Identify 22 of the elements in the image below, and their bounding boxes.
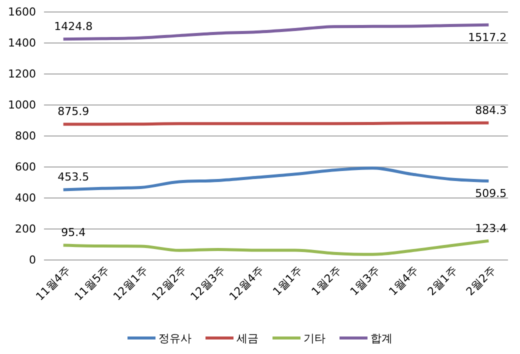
y-tick-label: 400 — [15, 192, 36, 205]
y-tick-label: 1600 — [8, 6, 36, 19]
y-tick-label: 200 — [15, 222, 36, 236]
data-label: 1424.8 — [54, 20, 93, 34]
data-label: 875.9 — [58, 105, 90, 118]
data-label: 453.5 — [58, 170, 90, 184]
legend-label: 기타 — [304, 332, 326, 345]
y-tick-label: 600 — [15, 160, 36, 174]
data-label: 884.3 — [475, 104, 507, 117]
legend-label: 합계 — [370, 332, 392, 345]
legend-label: 세금 — [236, 332, 258, 345]
data-label: 1517.2 — [468, 30, 507, 44]
data-label: 95.4 — [61, 226, 86, 240]
legend-label: 정유사 — [158, 332, 192, 345]
y-tick-label: 1200 — [8, 68, 36, 81]
data-label: 123.4 — [475, 222, 507, 235]
y-tick-label: 1000 — [8, 98, 36, 112]
line-series — [62, 239, 490, 256]
y-tick-label: 1400 — [8, 36, 36, 50]
data-label: 509.5 — [475, 187, 507, 200]
y-tick-label: 800 — [15, 130, 36, 143]
y-tick-label: 0 — [29, 254, 36, 267]
